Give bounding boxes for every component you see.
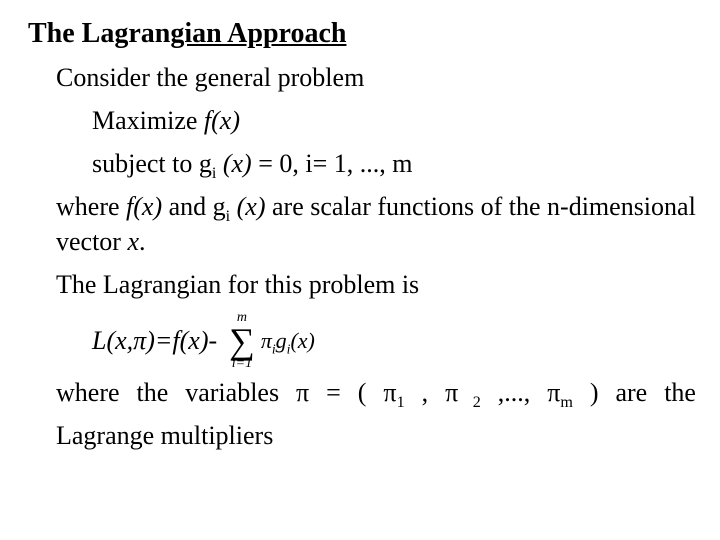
where2-subm: m xyxy=(560,394,573,411)
where2-c: ,..., π xyxy=(481,378,561,407)
summation: m ∑ i=1 xyxy=(229,311,255,371)
where2-d: ) are the xyxy=(573,378,696,407)
where1-x: x xyxy=(127,227,139,256)
where2-sub2: 2 xyxy=(458,394,481,411)
subject-pre: subject to g xyxy=(92,149,212,178)
sum-paren: (x) xyxy=(290,328,314,353)
slide-title: The Lagrangian Approach xyxy=(28,18,692,50)
line-where2-a: where the variables π = ( π1 , π 2 ,...,… xyxy=(56,375,696,410)
line-where2-b: Lagrange multipliers xyxy=(56,418,692,453)
sigma-icon: ∑ xyxy=(229,325,255,357)
line-subject: subject to gi (x) = 0, i= 1, ..., m xyxy=(92,146,692,181)
line-lagrangian-intro: The Lagrangian for this problem is xyxy=(56,267,692,302)
maximize-pre: Maximize xyxy=(92,106,204,135)
where1-dot: . xyxy=(139,227,146,256)
subject-post: = 0, i= 1, ..., m xyxy=(252,149,413,178)
line-consider: Consider the general problem xyxy=(56,60,692,95)
where1-fx: f(x) xyxy=(126,192,162,221)
sum-g: g xyxy=(276,328,287,353)
lagr-args: (x,π)=f(x)- xyxy=(106,326,217,355)
lagrangian-equation: L(x,π)=f(x)- m ∑ i=1 πigi(x) xyxy=(92,311,692,371)
sum-term: πigi(x) xyxy=(261,328,315,354)
subject-mid: (x) xyxy=(216,149,251,178)
fx: f(x) xyxy=(204,106,240,135)
where1-gx: (x) xyxy=(230,192,265,221)
where1-pre: where xyxy=(56,192,126,221)
where2-a: where the variables π = ( π xyxy=(56,378,397,407)
where2-sub1: 1 xyxy=(397,394,405,411)
sum-bot: i=1 xyxy=(232,357,252,371)
where1-mid: and g xyxy=(162,192,226,221)
lagr-L: L xyxy=(92,326,106,355)
line-maximize: Maximize f(x) xyxy=(92,103,692,138)
where2-b: , π xyxy=(405,378,459,407)
line-where1: where f(x) and gi (x) are scalar functio… xyxy=(56,189,696,259)
sum-pi: π xyxy=(261,328,272,353)
